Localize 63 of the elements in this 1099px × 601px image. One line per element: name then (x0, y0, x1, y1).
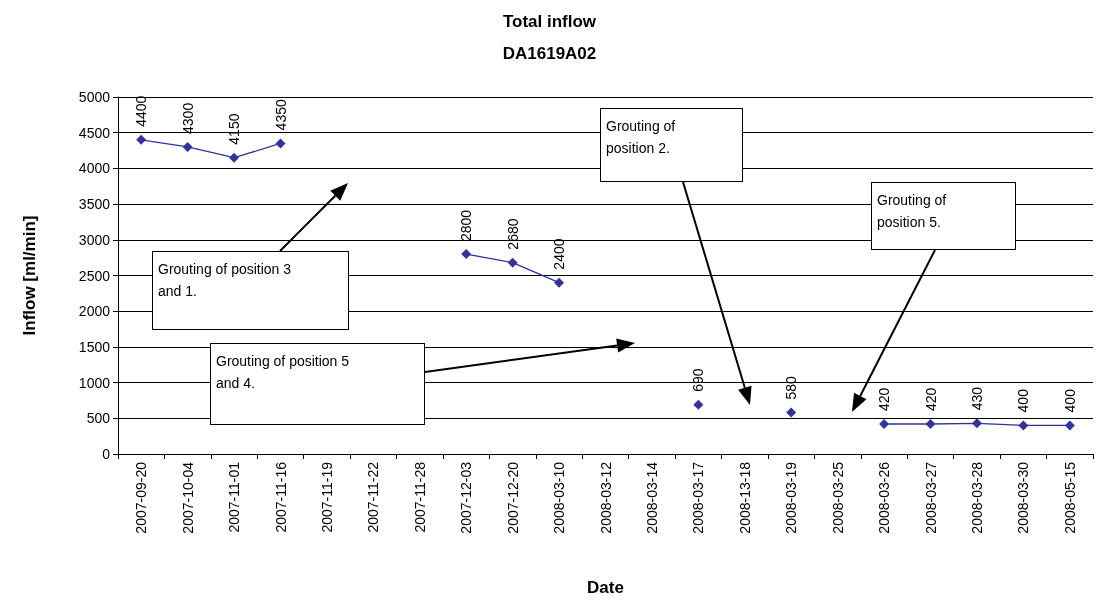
point (693, 399, 704, 410)
data-label: 420 (876, 387, 893, 412)
y-tick-label: 3500 (78, 196, 111, 213)
x-tick-label: 2007-11-22 (365, 461, 382, 533)
text-box: Grouting of position 5 and 4. (210, 343, 425, 425)
y-tick-label: 2500 (78, 267, 111, 284)
x-tick-label: 2007-11-01 (226, 461, 243, 533)
x-tick-label: 2008-03-12 (597, 461, 614, 534)
x-tick-label: 2008-13-18 (736, 461, 753, 534)
x-tick-label: 2008-03-14 (643, 461, 660, 534)
point (461, 249, 472, 260)
x-tick-label: 2007-10-04 (179, 461, 196, 534)
y-axis-title: Inflow [ml/min] (20, 215, 39, 336)
x-tick-label: 2008-03-26 (876, 461, 893, 534)
y-tick-label: 2000 (78, 303, 111, 320)
data-label: 2400 (551, 238, 568, 270)
data-label: 430 (968, 386, 985, 411)
x-tick-label: 2007-11-28 (411, 461, 428, 533)
x-tick-label: 2008-03-10 (551, 461, 568, 534)
x-tick-label: 2008-03-25 (829, 461, 846, 534)
x-tick-label: 2007-12-03 (458, 461, 475, 534)
text-box: Grouting of position 2. (600, 108, 743, 182)
chart-title: Total inflow (502, 12, 597, 31)
y-tick-label: 4000 (78, 160, 111, 177)
data-label: 4350 (272, 99, 289, 131)
point (879, 419, 890, 430)
x-tick-label: 2008-03-27 (922, 461, 939, 534)
y-tick-label: 1500 (78, 338, 111, 355)
x-tick-label: 2007-11-19 (318, 461, 335, 533)
point (786, 407, 797, 418)
data-label: 2800 (458, 209, 475, 242)
y-tick-label: 4500 (78, 124, 111, 141)
y-tick-label: 3000 (78, 231, 111, 248)
point (554, 277, 565, 288)
point (275, 138, 286, 149)
data-label: 4300 (179, 102, 196, 134)
chart-subtitle: DA1619A02 (502, 44, 597, 63)
y-tick-label: 5000 (78, 89, 111, 105)
point (182, 141, 193, 152)
text-box: Grouting of position 5. (871, 182, 1016, 250)
x-tick-label: 2008-03-19 (783, 461, 800, 534)
x-tick-label: 2007-12-20 (504, 461, 521, 534)
data-label: 420 (922, 387, 939, 412)
x-tick-label: 2008-05-15 (1061, 461, 1078, 534)
data-label: 400 (1015, 388, 1032, 413)
y-tick-label: 1000 (78, 374, 111, 391)
x-axis-title: Date (587, 578, 624, 597)
y-tick-label: 0 (102, 446, 111, 462)
y-tick-label: 500 (86, 410, 111, 427)
point (507, 257, 518, 268)
point (971, 418, 982, 429)
data-label: 400 (1061, 388, 1078, 413)
point (925, 419, 936, 430)
point (1064, 420, 1075, 431)
point (229, 152, 240, 163)
x-tick-label: 2008-03-17 (690, 461, 707, 534)
x-tick-label: 2008-03-30 (1015, 461, 1032, 534)
x-tick-label: 2007-11-16 (272, 461, 289, 533)
x-tick-label: 2008-03-28 (968, 461, 985, 534)
point (136, 134, 147, 145)
x-tick-label: 2007-09-20 (133, 461, 150, 534)
text-box: Grouting of position 3 and 1. (152, 251, 349, 330)
point (1018, 420, 1029, 431)
